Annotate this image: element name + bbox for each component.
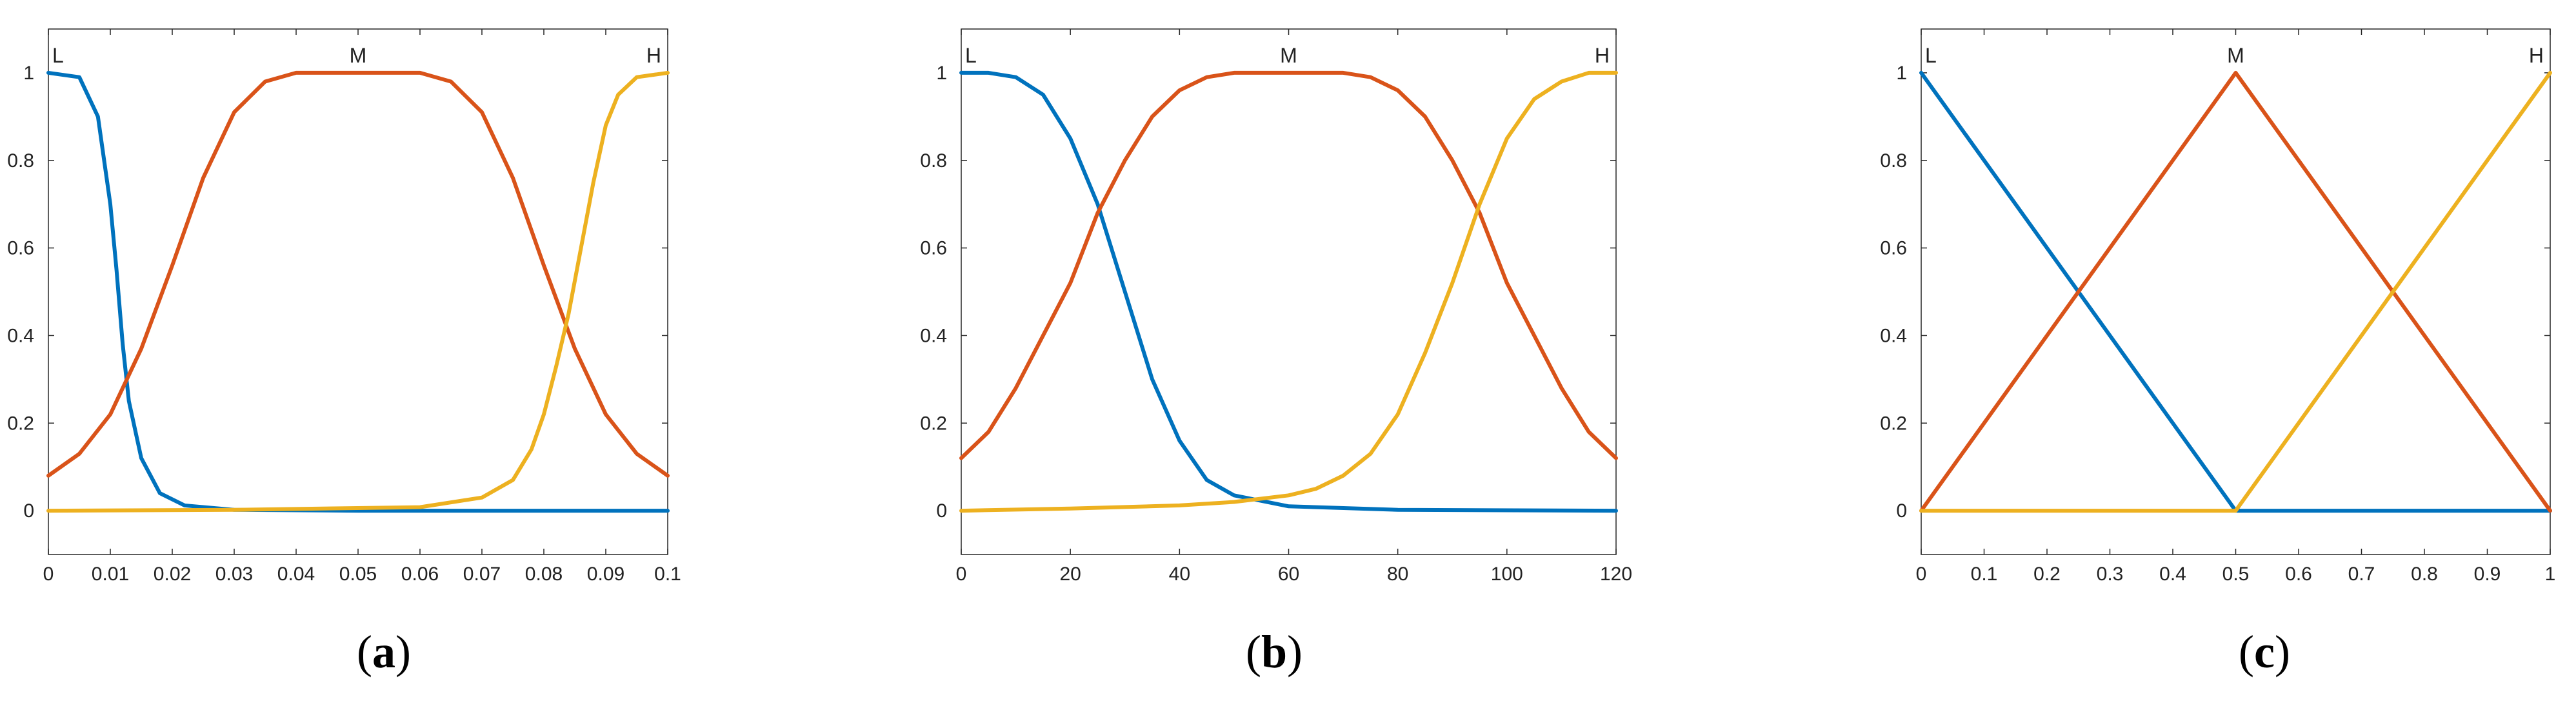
term-label-b-H: H (1595, 44, 1610, 67)
y-tick-label-a-1: 0.2 (7, 413, 34, 434)
axes-box-a (48, 28, 668, 555)
x-tick-label-c-4: 0.4 (2159, 564, 2186, 585)
series-line-c-M (1919, 70, 2552, 513)
term-label-a-L: L (52, 44, 64, 67)
x-tick-label-a-2: 0.02 (154, 564, 191, 585)
x-tick-label-b-0: 0 (956, 564, 967, 585)
x-tick-label-c-1: 0.1 (1971, 564, 1998, 585)
caption-c: (c) (2239, 626, 2290, 678)
caption-b: (b) (1245, 626, 1303, 678)
term-label-b-L: L (965, 44, 977, 67)
series-line-a-M (46, 70, 670, 478)
y-tick-label-a-3: 0.6 (7, 238, 34, 259)
series-line-b-L (959, 70, 1618, 513)
x-tick-label-c-10: 1 (2545, 564, 2556, 585)
x-tick-label-b-4: 80 (1387, 564, 1408, 585)
series-line-b-H (959, 70, 1618, 513)
term-label-a-M: M (350, 44, 367, 67)
axes-box-b (961, 28, 1617, 555)
x-tick-label-b-6: 120 (1600, 564, 1632, 585)
term-label-b-M: M (1280, 44, 1297, 67)
caption-c-label: c (2254, 626, 2275, 678)
term-label-c-H: H (2529, 44, 2544, 67)
x-tick-label-b-3: 60 (1278, 564, 1299, 585)
y-tick-label-c-0: 0 (1896, 500, 1907, 522)
x-tick-label-b-5: 100 (1491, 564, 1523, 585)
y-tick-label-b-3: 0.6 (920, 238, 947, 259)
series-line-b-M (959, 70, 1618, 460)
x-tick-label-a-4: 0.04 (277, 564, 315, 585)
series-line-a-H (46, 70, 670, 513)
x-tick-label-c-8: 0.8 (2411, 564, 2438, 585)
y-tick-label-a-5: 1 (23, 63, 34, 84)
y-tick-label-b-0: 0 (936, 500, 947, 522)
x-tick-label-a-10: 0.1 (654, 564, 681, 585)
y-tick-label-a-0: 0 (23, 500, 34, 522)
x-tick-label-a-6: 0.06 (401, 564, 439, 585)
caption-b-label: b (1261, 626, 1288, 678)
x-tick-label-a-7: 0.07 (463, 564, 501, 585)
y-tick-label-a-2: 0.4 (7, 325, 34, 346)
caption-a-label: a (372, 626, 395, 678)
x-tick-label-c-6: 0.6 (2285, 564, 2312, 585)
x-tick-label-c-3: 0.3 (2097, 564, 2124, 585)
x-tick-label-a-0: 0 (43, 564, 54, 585)
y-tick-label-a-4: 0.8 (7, 150, 34, 172)
x-tick-label-a-8: 0.08 (525, 564, 563, 585)
y-tick-label-b-1: 0.2 (920, 413, 947, 434)
y-tick-label-b-4: 0.8 (920, 150, 947, 172)
membership-chart-a: 0 0.01 0.02 0.03 0.04 0.05 0.06 0.07 0.08 0.09 0.1… (7, 28, 681, 585)
x-tick-label-c-9: 0.9 (2474, 564, 2501, 585)
y-tick-label-c-1: 0.2 (1880, 413, 1907, 434)
x-tick-label-c-2: 0.2 (2033, 564, 2061, 585)
x-tick-label-c-7: 0.7 (2348, 564, 2375, 585)
y-tick-label-c-4: 0.8 (1880, 150, 1907, 172)
membership-chart-b: 0 20 40 60 80 100 120 0 0.2 0.4 0.6 0.8 1L M H (920, 28, 1632, 585)
y-tick-label-b-2: 0.4 (920, 325, 947, 346)
term-label-a-H: H (646, 44, 661, 67)
membership-chart-c: 0 0.1 0.2 0.3 0.4 0.5 0.6 0.7 0.8 0.9 1 0 0.2 0.4 0.6 0… (1880, 28, 2555, 585)
x-tick-label-a-9: 0.09 (587, 564, 624, 585)
series-line-c-L (1919, 70, 2552, 513)
x-tick-label-a-1: 0.01 (92, 564, 129, 585)
x-tick-label-a-3: 0.03 (215, 564, 253, 585)
term-label-c-M: M (2227, 44, 2244, 67)
y-tick-label-c-2: 0.4 (1880, 325, 1907, 346)
x-tick-label-c-5: 0.5 (2222, 564, 2250, 585)
y-tick-label-c-5: 1 (1896, 63, 1907, 84)
series-line-c-H (1919, 70, 2552, 513)
series-line-a-L (46, 70, 670, 513)
caption-a: (a) (357, 626, 411, 678)
term-label-c-L: L (1925, 44, 1937, 67)
x-tick-label-b-1: 20 (1059, 564, 1081, 585)
y-tick-label-c-3: 0.6 (1880, 238, 1907, 259)
x-tick-label-b-2: 40 (1169, 564, 1190, 585)
y-tick-label-b-5: 1 (936, 63, 947, 84)
x-tick-label-a-5: 0.05 (339, 564, 377, 585)
axes-box-c (1921, 28, 2551, 555)
x-tick-label-c-0: 0 (1916, 564, 1927, 585)
